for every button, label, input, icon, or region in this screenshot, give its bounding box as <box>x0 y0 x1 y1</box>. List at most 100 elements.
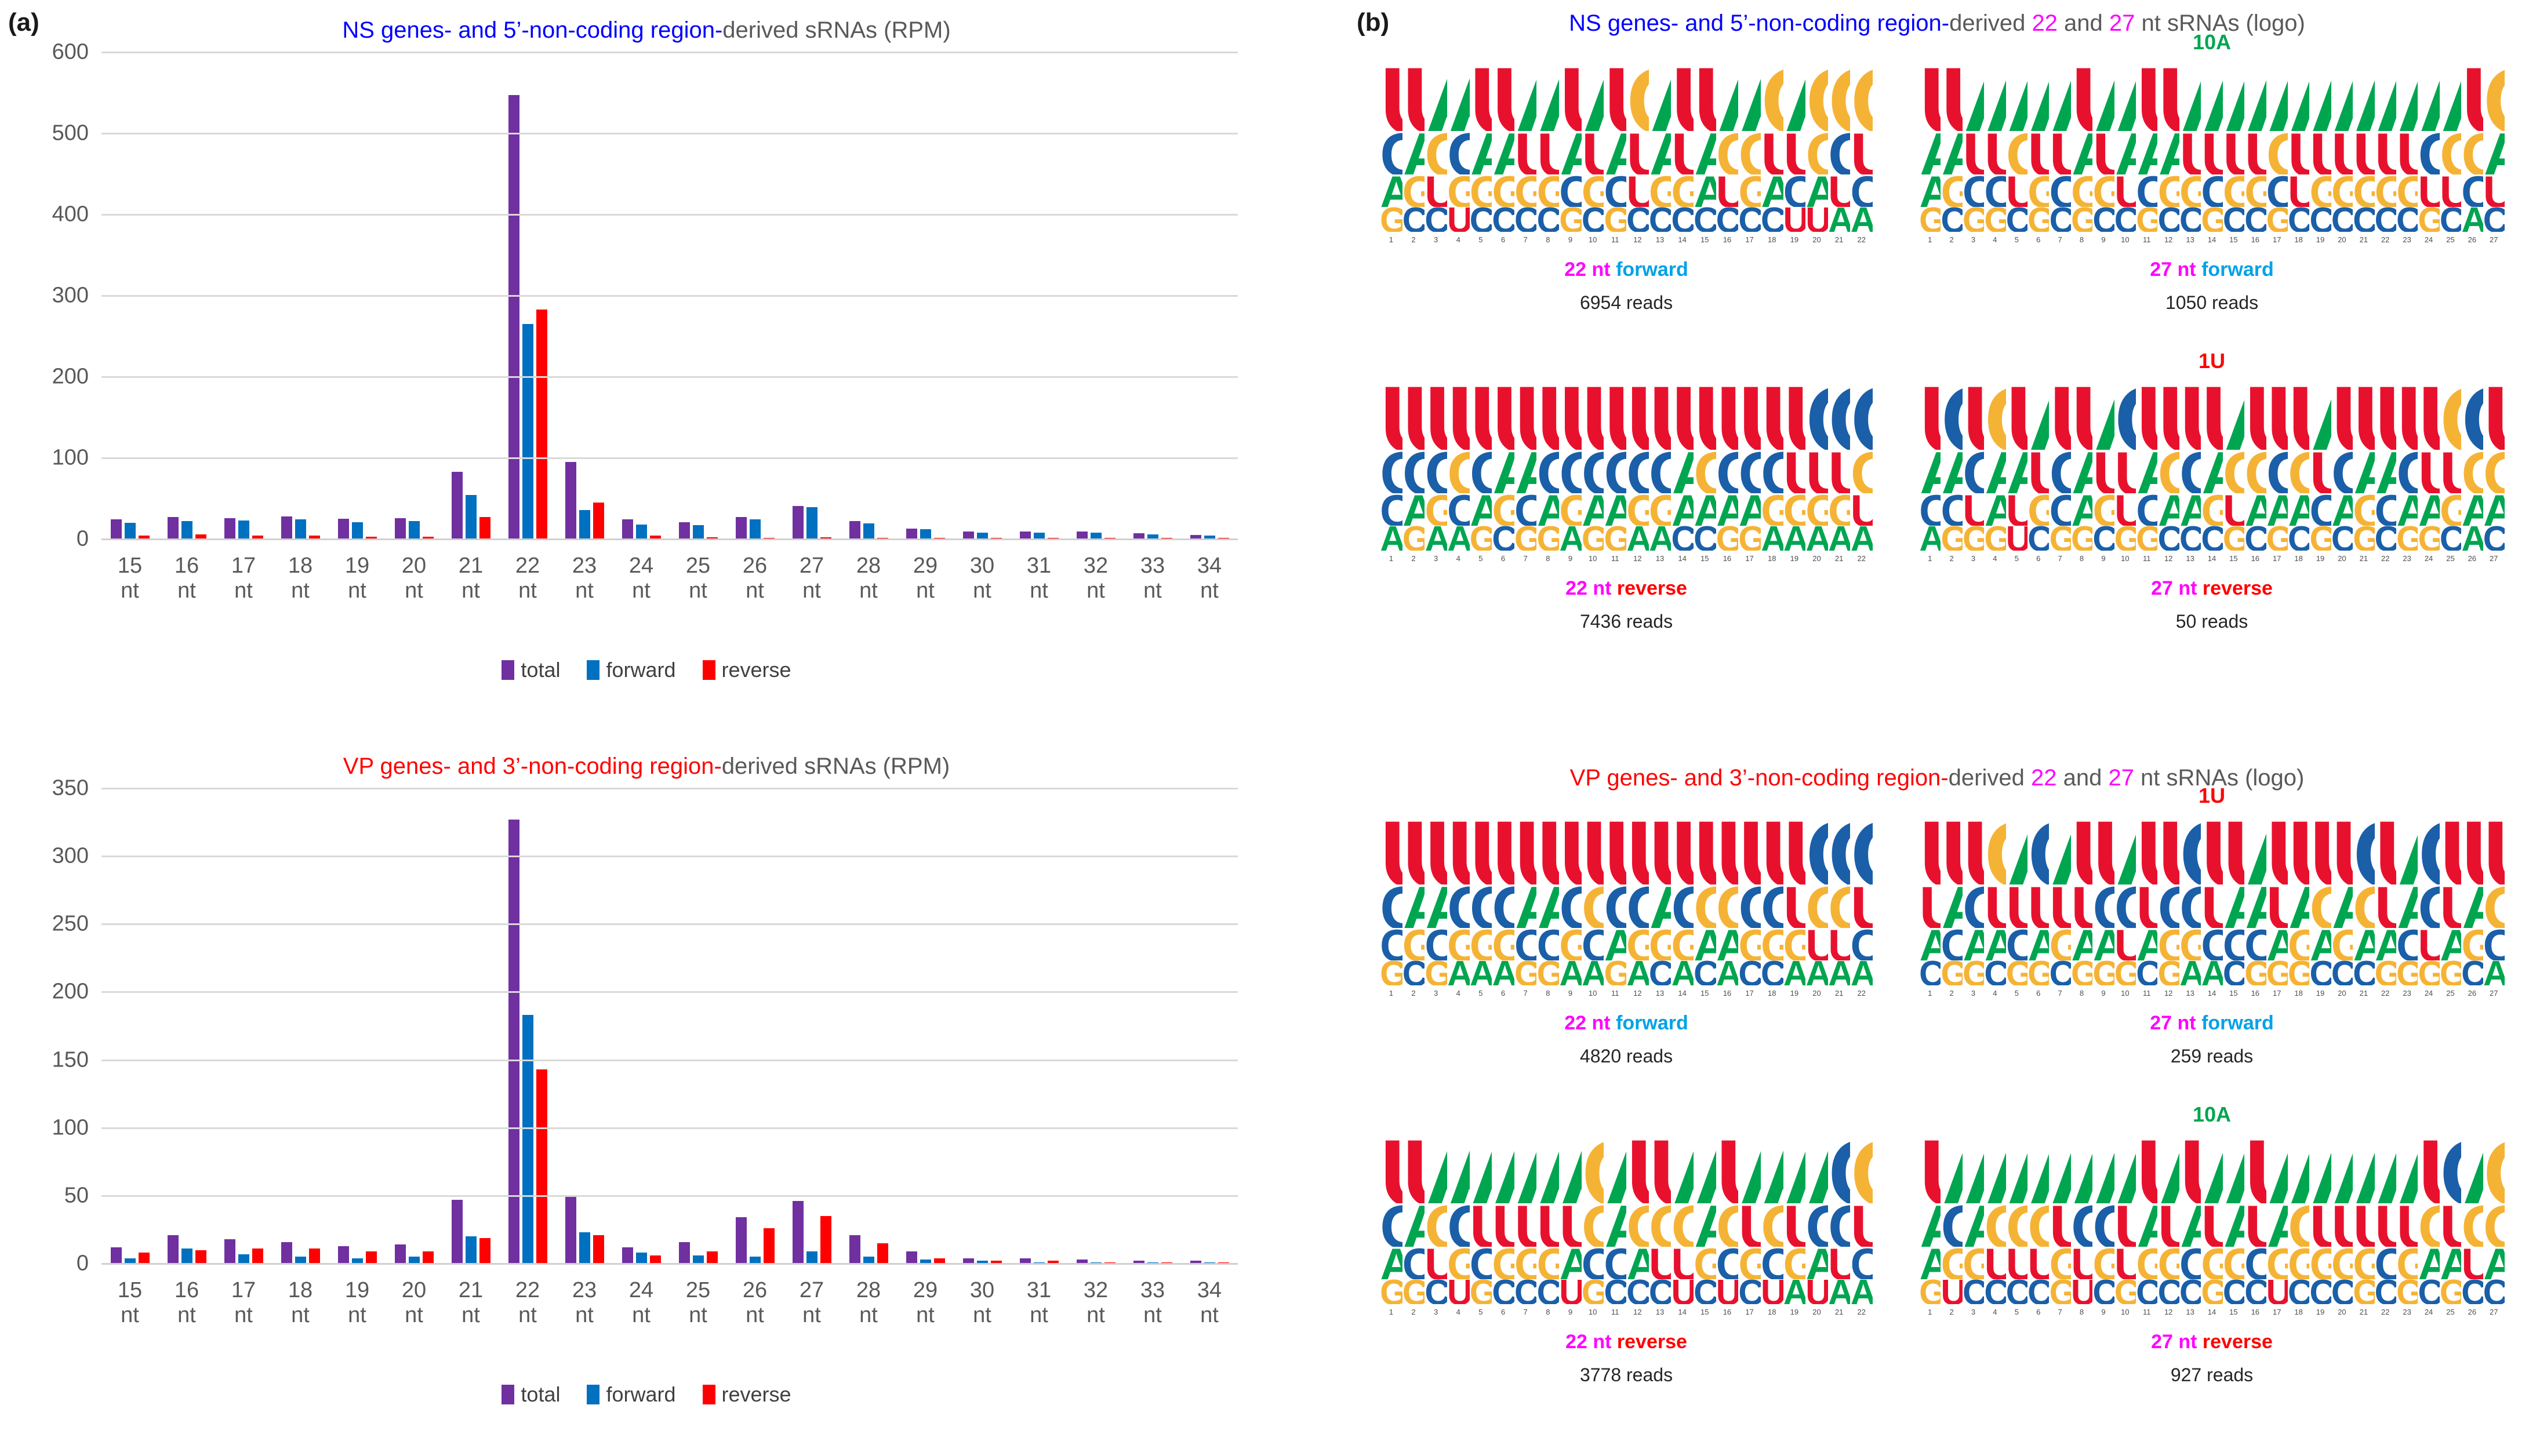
logo-letter-G: G <box>2092 1247 2114 1279</box>
logo-strand-label: forward <box>1616 1012 1688 1034</box>
ns-legend-item-total[interactable]: total <box>502 658 560 682</box>
logo-letter-C: C <box>1425 450 1447 493</box>
ns-legend-item-reverse[interactable]: reverse <box>702 658 791 682</box>
vp-legend-item-total[interactable]: total <box>502 1382 560 1407</box>
logo-position-tick-11: 11 <box>1611 235 1619 244</box>
logo-position-tick-6: 6 <box>2036 989 2041 998</box>
logo-letter-C: C <box>1380 131 1402 174</box>
logo-column-1: UAAG <box>1919 64 1941 232</box>
logo-letter-C: C <box>1963 1279 1984 1305</box>
logo-column-3: AGUC <box>1425 1136 1447 1304</box>
logo-column-5: AUCG <box>1470 1136 1492 1304</box>
vp-bar-forward-24 <box>635 1253 647 1264</box>
logo-letter-C: C <box>1536 207 1559 232</box>
logo-letter-G: G <box>2223 526 2244 551</box>
logo-letter-A: A <box>2006 1136 2027 1203</box>
logo-stack-ns-27-forward: UAAGUAGCAUCGAUCGAGUCAUGGAUCCUAGGAUGCAAUC… <box>1919 64 2505 232</box>
vp-legend-item-reverse[interactable]: reverse <box>702 1382 791 1407</box>
logo-position-tick-13: 13 <box>2186 554 2194 563</box>
logo-letter-U: U <box>2309 131 2331 174</box>
logo-column-26: UAGC <box>2461 817 2483 985</box>
logo-position-tick-8: 8 <box>2079 235 2084 244</box>
vp-bar-reverse-26 <box>763 1228 775 1264</box>
vp-legend-swatch-reverse <box>702 1385 715 1404</box>
logo-column-13: UAGC <box>1649 817 1672 985</box>
logo-letter-G: G <box>1761 493 1783 525</box>
logo-position-tick-21: 21 <box>2359 989 2368 998</box>
ns-bar-forward-20 <box>408 521 420 539</box>
ns-legend-item-forward[interactable]: forward <box>587 658 676 682</box>
logo-letter-C: C <box>2092 1203 2114 1247</box>
logo-letter-G: G <box>1984 526 2005 551</box>
logo-position-tick-18: 18 <box>1767 235 1776 244</box>
logo-letter-C: C <box>2331 526 2353 551</box>
logo-letter-C: C <box>1626 884 1649 928</box>
logo-letter-G: G <box>2049 1279 2070 1305</box>
logo-position-tick-9: 9 <box>2101 554 2106 563</box>
logo-letter-U: U <box>1626 383 1649 450</box>
logo-letter-G: G <box>1626 493 1649 525</box>
logo-letter-C: C <box>1470 1247 1492 1279</box>
vp-legend-item-forward[interactable]: forward <box>587 1382 676 1407</box>
vp-bar-total-24 <box>622 1247 633 1264</box>
logo-position-tick-26: 26 <box>2468 1308 2477 1316</box>
logo-column-10: UGCA <box>1582 817 1604 985</box>
logo-length-label: 27 nt <box>2150 1012 2202 1034</box>
logo-letter-G: G <box>2157 1247 2179 1279</box>
logo-column-16: UUCC <box>2244 1136 2266 1304</box>
logo-letter-A: A <box>1963 1203 1984 1247</box>
logo-letter-U: U <box>1984 1247 2005 1279</box>
logo-letter-A: A <box>2006 450 2027 493</box>
logo-column-12: UGAC <box>1626 1136 1649 1304</box>
logo-position-tick-19: 19 <box>1790 989 1799 998</box>
logo-letter-U: U <box>1850 493 1873 525</box>
logo-letter-U: U <box>2396 131 2418 174</box>
logo-reads-ns-22-forward: 6954 reads <box>1579 292 1673 313</box>
logo-column-4: GUAC <box>1984 817 2005 985</box>
logo-letter-G: G <box>2244 960 2266 986</box>
logo-column-16: AGUC <box>1716 64 1739 232</box>
logo-letter-U: U <box>2092 131 2114 174</box>
vp-gridline-350 <box>101 788 1238 789</box>
logo-position-tick-17: 17 <box>2272 554 2281 563</box>
logo-column-18: GUAC <box>1761 64 1783 232</box>
logo-letter-C: C <box>2461 960 2483 986</box>
logo-column-4: GAAG <box>1984 383 2005 551</box>
logo-position-tick-18: 18 <box>2294 989 2303 998</box>
logo-letter-U: U <box>1761 1279 1783 1305</box>
logo-position-tick-5: 5 <box>2014 989 2019 998</box>
logo-column-15: AAGC <box>1694 1136 1716 1304</box>
ns-x-label-21: 21 nt <box>458 554 484 603</box>
logo-letter-A: A <box>2331 884 2353 928</box>
logo-letter-G: G <box>1425 1203 1447 1247</box>
logo-letter-U: U <box>1559 1203 1582 1247</box>
logo-letter-G: G <box>2049 1247 2070 1279</box>
logo-letter-U: U <box>1671 1247 1694 1279</box>
logo-column-7: AUGC <box>1514 1136 1537 1304</box>
vp-x-label-15: 15 nt <box>117 1278 143 1327</box>
logo-column-25: CUAG <box>2440 1136 2461 1304</box>
logo-position-tick-14: 14 <box>1678 989 1687 998</box>
logo-letter-A: A <box>1559 960 1582 986</box>
logo-letter-U: U <box>2440 450 2461 493</box>
logo-stack-vp-22-reverse: UCAGUACGAGUCACGUAUCGAUGCAUGCAUGCAUAUGGCG… <box>1380 1136 1873 1304</box>
logo-letter-U: U <box>2331 1203 2353 1247</box>
logo-position-tick-7: 7 <box>1523 235 1528 244</box>
logo-letter-A: A <box>1941 884 1962 928</box>
logo-position-tick-2: 2 <box>1411 1308 1416 1316</box>
logo-column-4: AGUC <box>1984 1136 2005 1304</box>
vp-plot-area <box>101 788 1238 1264</box>
logo-letter-A: A <box>1761 1136 1783 1203</box>
logo-position-tick-4: 4 <box>1456 554 1460 563</box>
logo-column-1: UAAG <box>1919 1136 1941 1304</box>
logo-letter-U: U <box>1850 131 1873 174</box>
logo-column-9: AUGC <box>2092 64 2114 232</box>
logo-column-7: UACG <box>1514 817 1537 985</box>
logo-position-tick-9: 9 <box>1568 1308 1573 1316</box>
logo-position-tick-9: 9 <box>1568 235 1573 244</box>
vp-logo-title-grey3: nt sRNAs (logo) <box>2134 765 2305 791</box>
logo-letter-A: A <box>2440 1247 2461 1279</box>
logo-letter-C: C <box>1402 207 1425 232</box>
logo-position-tick-20: 20 <box>1812 235 1821 244</box>
logo-position-tick-14: 14 <box>2207 235 2216 244</box>
